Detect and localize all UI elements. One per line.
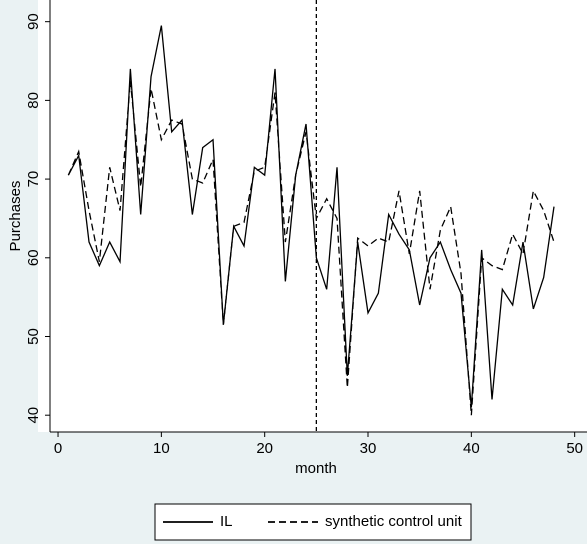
x-tick-label: 50: [566, 440, 583, 457]
x-tick-label: 30: [360, 440, 377, 457]
legend-label: IL: [220, 513, 233, 530]
y-tick-label: 60: [25, 249, 42, 266]
y-axis-title: Purchases: [7, 181, 24, 252]
legend-label: synthetic control unit: [325, 513, 463, 530]
x-tick-label: 20: [256, 440, 273, 457]
y-tick-label: 70: [25, 171, 42, 188]
y-tick-label: 50: [25, 328, 42, 345]
x-tick-label: 10: [153, 440, 170, 457]
y-tick-label: 90: [25, 13, 42, 30]
x-tick-label: 0: [54, 440, 62, 457]
x-axis-title: month: [295, 460, 337, 477]
y-tick-label: 40: [25, 407, 42, 424]
y-tick-label: 80: [25, 92, 42, 109]
series-line: [67, 80, 555, 416]
x-tick-label: 40: [463, 440, 480, 457]
